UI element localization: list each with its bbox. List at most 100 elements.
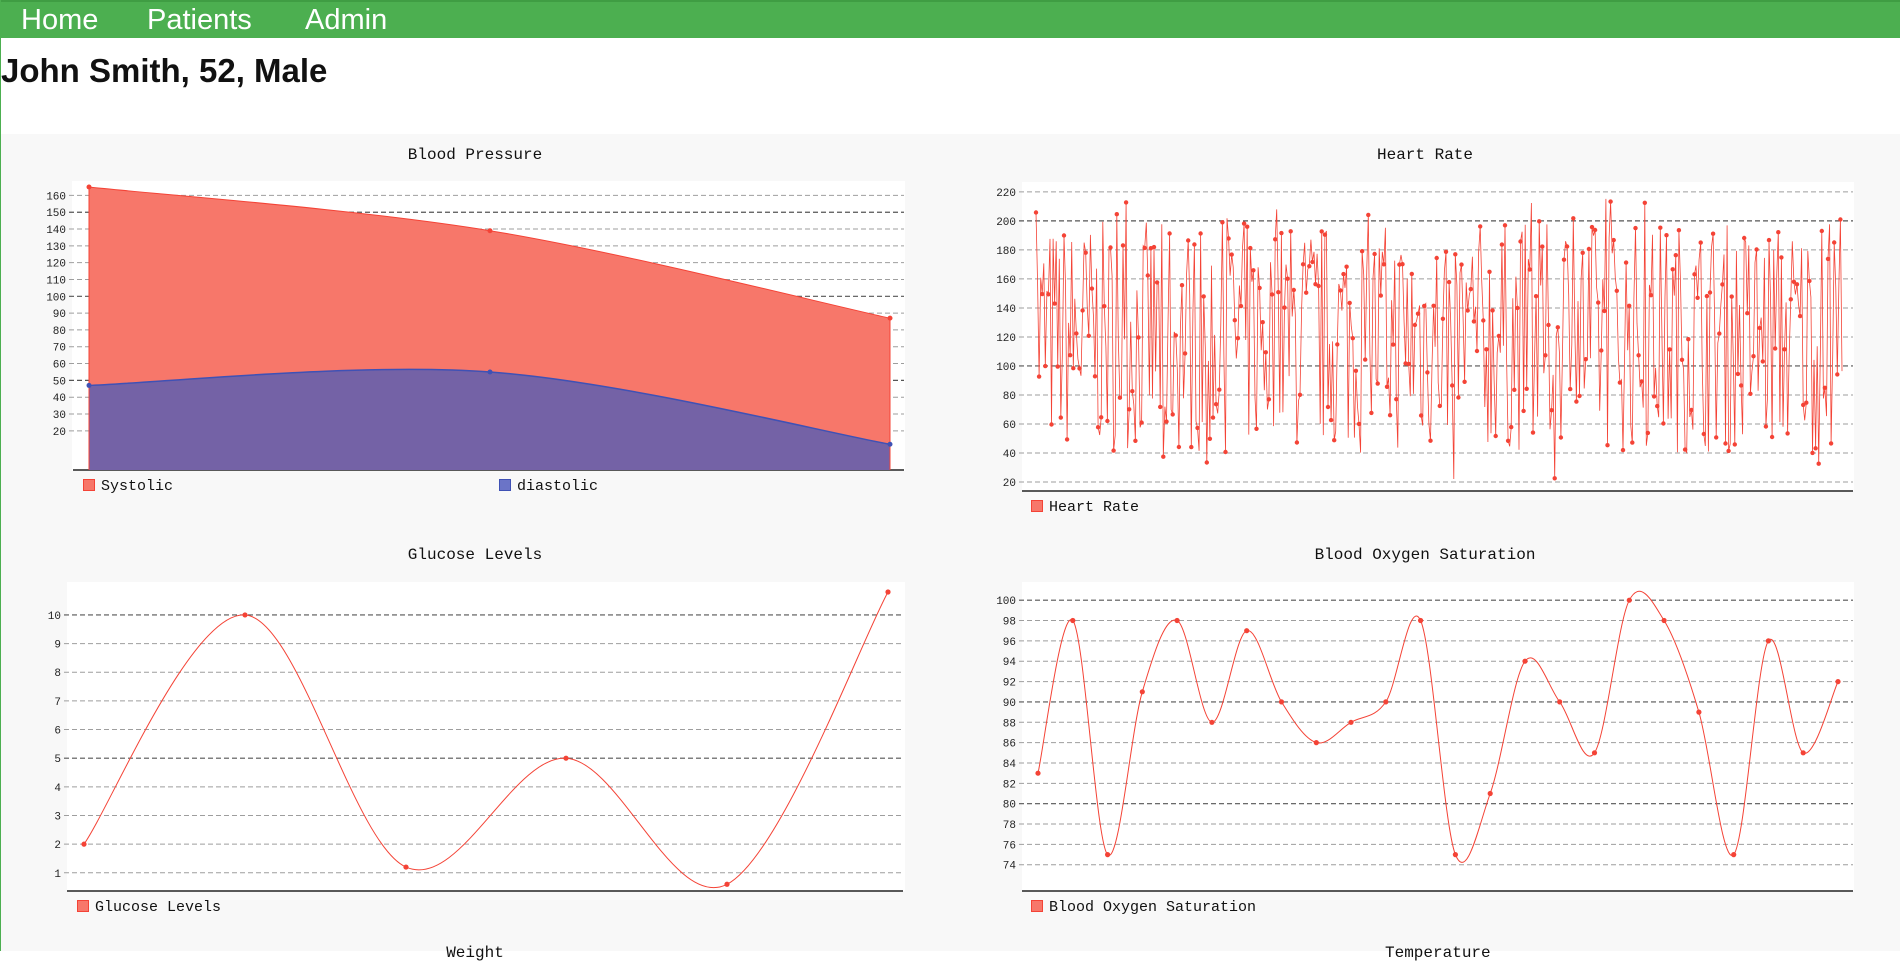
heart-rate-point: [1434, 255, 1439, 261]
heart-rate-point: [1217, 387, 1222, 392]
heart-rate-point: [1415, 311, 1421, 316]
heart-rate-point: [1375, 381, 1380, 386]
glucose-ytick-label: 4: [54, 783, 61, 795]
heart-rate-point: [1599, 348, 1604, 353]
heart-rate-point: [1720, 282, 1725, 287]
heart-rate-point: [1111, 448, 1116, 453]
heart-rate-point: [1586, 246, 1592, 252]
oxygen-legend[interactable]: Blood Oxygen Saturation: [1031, 899, 1256, 917]
heart-rate-point: [1819, 228, 1825, 234]
hr-ytick-label: 60: [1003, 420, 1016, 432]
nav-patients-link[interactable]: Patients: [147, 4, 252, 36]
heart-rate-point: [1418, 413, 1424, 418]
heart-rate-point: [1412, 322, 1418, 328]
glucose-ytick-label: 7: [54, 697, 61, 709]
heart-rate-point: [1667, 347, 1672, 352]
heart-rate-point: [1232, 318, 1238, 323]
heart-rate-point: [1102, 304, 1107, 309]
heart-rate-point: [1071, 366, 1076, 371]
heart-rate-point: [1707, 290, 1713, 295]
glucose-point: [242, 612, 248, 618]
heart-rate-point: [1332, 438, 1337, 443]
nav-admin-link[interactable]: Admin: [305, 4, 388, 36]
oxygen-ytick-label: 88: [1003, 718, 1016, 730]
heart-rate-point: [1095, 425, 1101, 430]
heart-rate-point: [1465, 308, 1470, 313]
heart-rate-point: [1754, 247, 1759, 252]
heart-rate-point: [1456, 395, 1461, 400]
heart-rate-point: [1170, 412, 1175, 417]
heart-rate-point: [1611, 237, 1616, 243]
heart-rate-point: [1574, 399, 1579, 404]
heart-rate-point: [1245, 224, 1250, 229]
heart-rate-point: [1453, 252, 1458, 257]
glucose-ytick-label: 6: [54, 726, 61, 738]
heart-rate-point: [1033, 210, 1039, 215]
heart-rate-point: [1633, 225, 1638, 231]
heart-rate-point: [1776, 230, 1781, 235]
heart-rate-point: [1064, 437, 1070, 442]
heart-rate-point: [1036, 374, 1042, 379]
heart-rate-point: [1558, 435, 1564, 440]
heart-rate-point: [1192, 242, 1197, 247]
heart-rate-point: [1108, 245, 1113, 250]
bp-ytick-label: 40: [53, 393, 66, 405]
glucose-legend[interactable]: Glucose Levels: [77, 899, 221, 917]
heart-rate-point: [1807, 278, 1812, 284]
heart-rate-point: [1695, 295, 1700, 300]
heart-rate-point: [1176, 444, 1182, 450]
heart-rate-point: [1161, 454, 1166, 459]
heart-rate-point: [1801, 402, 1806, 408]
heart-rate-point: [1381, 262, 1387, 267]
heart-rate-point: [1732, 442, 1738, 447]
heart-rate-point: [1664, 233, 1669, 238]
hr-legend[interactable]: Heart Rate: [1031, 499, 1139, 517]
bp-legend-systolic-label: Systolic: [101, 478, 174, 495]
diastolic-point: [86, 382, 92, 388]
oxygen-point: [1139, 689, 1145, 695]
heart-rate-point: [1263, 350, 1269, 355]
heart-rate-point: [1341, 271, 1346, 277]
oxygen-ytick-label: 80: [1003, 800, 1016, 812]
heart-rate-point: [1363, 357, 1368, 362]
heart-rate-point: [1757, 325, 1762, 331]
heart-rate-point: [1723, 441, 1728, 446]
heart-rate-point: [1099, 415, 1104, 420]
heart-rate-point: [1120, 243, 1126, 248]
heart-rate-point: [1838, 217, 1843, 222]
heart-rate-point: [1645, 430, 1651, 436]
heart-rate-point: [1127, 407, 1132, 412]
heart-rate-point: [1372, 251, 1377, 257]
heart-rate-point: [1760, 359, 1766, 364]
nav-home-link[interactable]: Home: [21, 4, 99, 36]
heart-rate-point: [1555, 325, 1561, 330]
heart-rate-point: [1686, 337, 1691, 342]
heart-rate-point: [1409, 271, 1415, 277]
heart-rate-point: [1738, 383, 1744, 388]
heart-rate-point: [1484, 347, 1489, 352]
oxygen-ytick-label: 76: [1003, 840, 1016, 852]
heart-rate-point: [1605, 443, 1610, 448]
heart-rate-point: [1518, 239, 1523, 244]
heart-rate-point: [1450, 383, 1455, 388]
oxygen-point: [1278, 699, 1285, 705]
heart-rate-point: [1316, 283, 1321, 289]
glucose-chart-title: Glucose Levels: [407, 546, 543, 564]
heart-rate-point: [1661, 421, 1666, 426]
bp-legend-diastolic[interactable]: diastolic: [499, 478, 598, 496]
bp-legend-diastolic-label: diastolic: [517, 478, 599, 495]
bp-legend-systolic[interactable]: Systolic: [83, 478, 173, 496]
patient-header: John Smith, 52, Male: [1, 52, 328, 89]
heart-rate-point: [1251, 268, 1256, 273]
hr-ytick-label: 140: [996, 304, 1016, 316]
glucose-point: [81, 841, 87, 847]
bp-ytick-label: 90: [53, 309, 66, 321]
heart-rate-point: [1356, 421, 1362, 427]
heart-rate-point: [1692, 272, 1697, 277]
heart-rate-point: [1294, 440, 1300, 445]
heart-rate-point: [1742, 235, 1747, 241]
diastolic-area: [89, 369, 890, 470]
heart-rate-point: [1568, 386, 1573, 392]
